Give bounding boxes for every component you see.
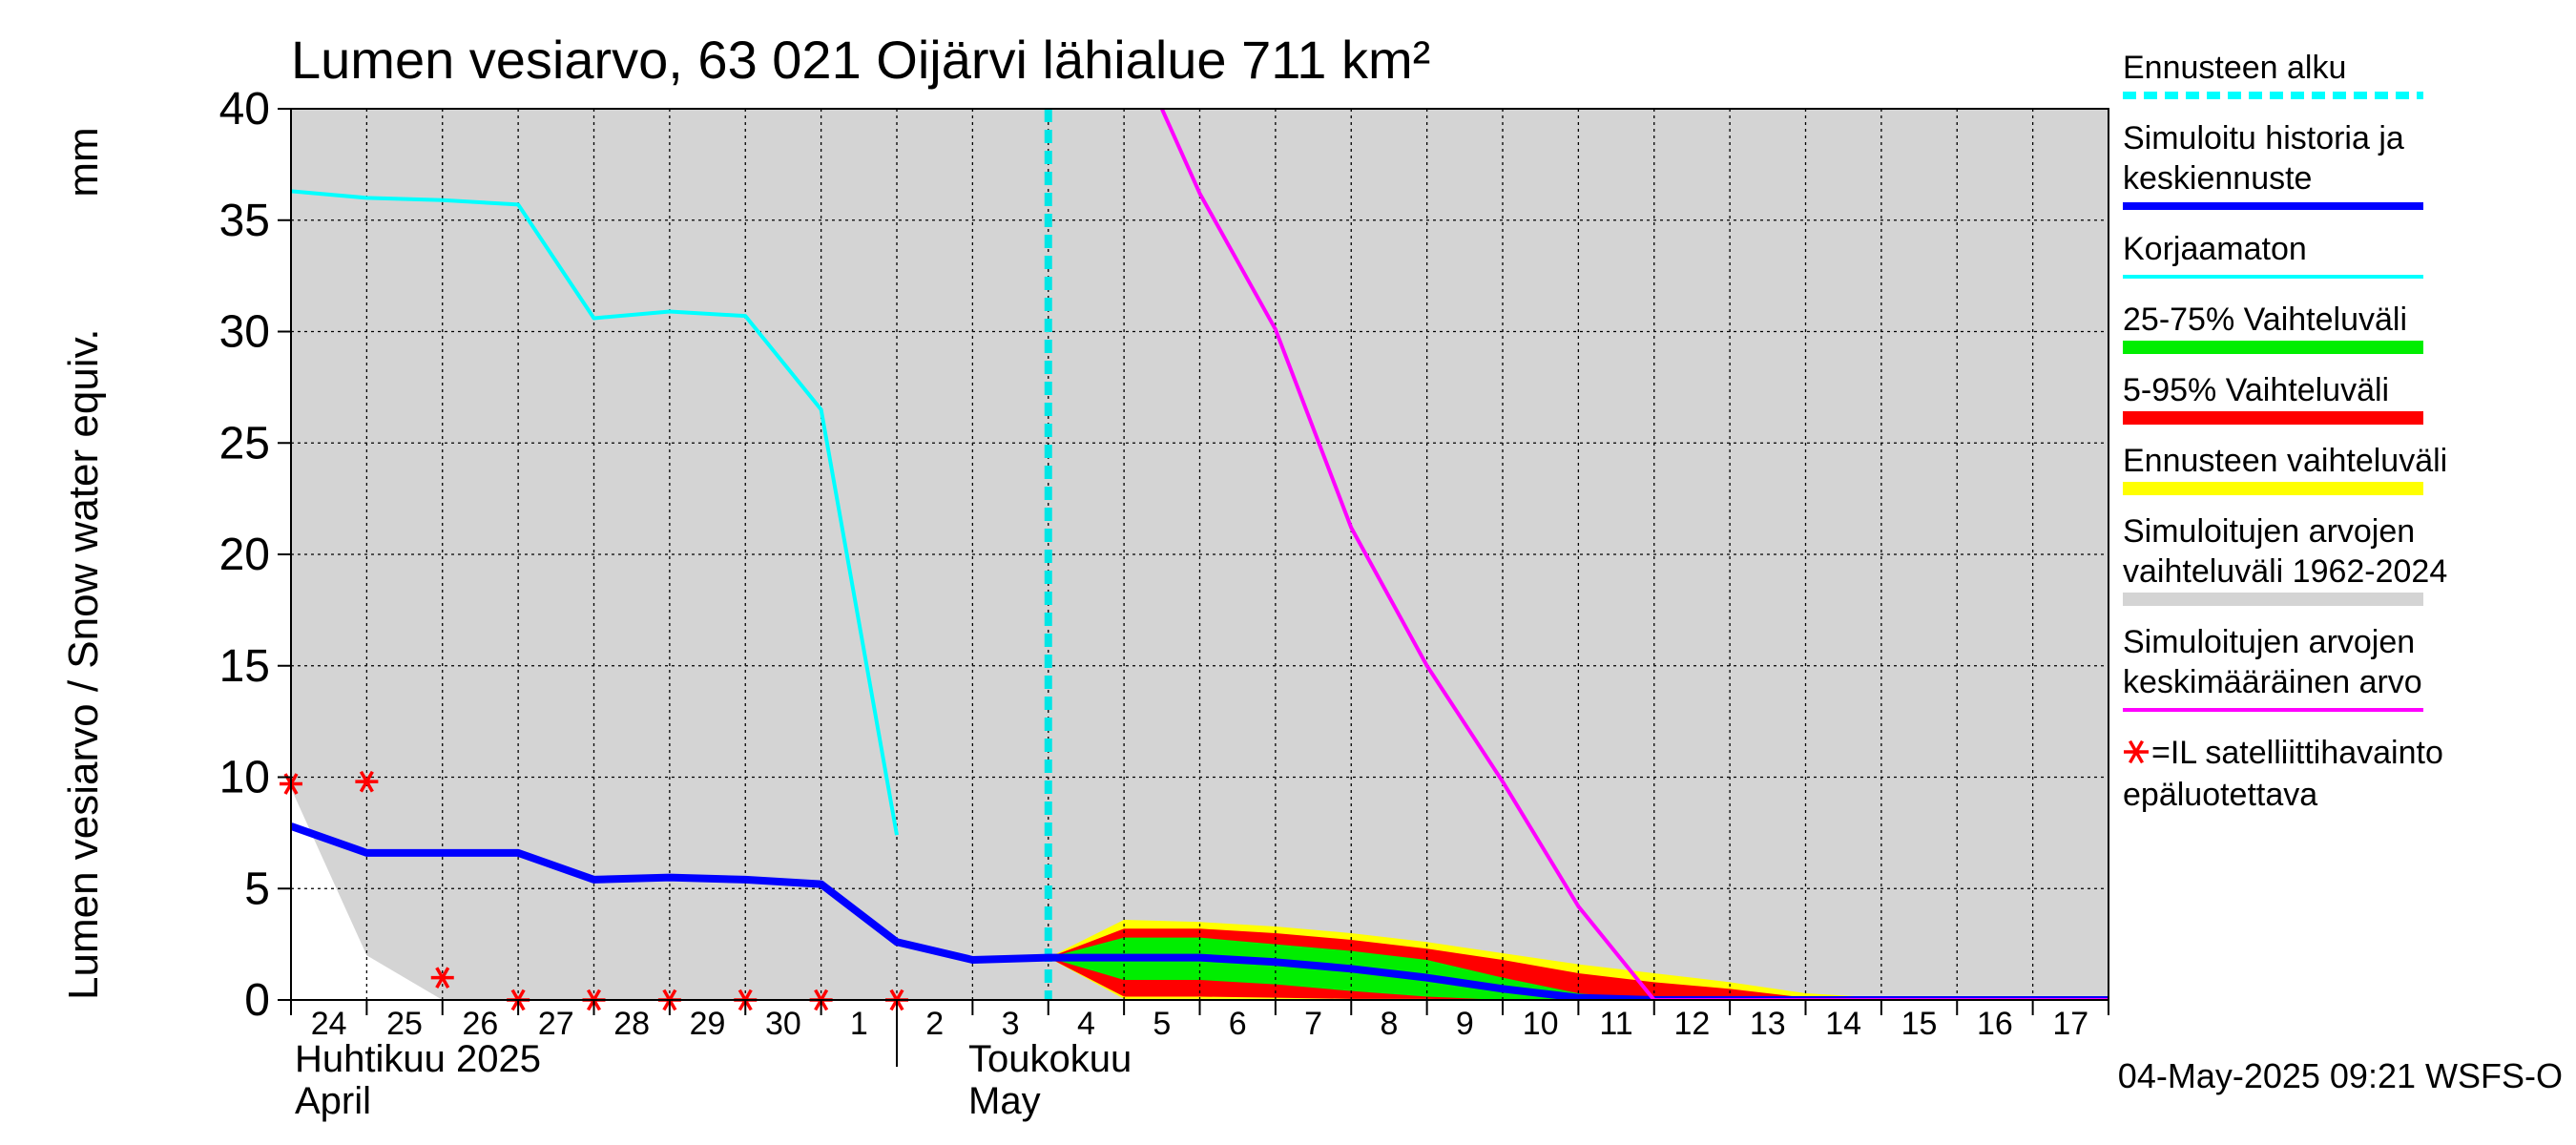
legend-item-uncorrected: Korjaamaton (2123, 231, 2423, 279)
y-tick-label: 10 (219, 753, 270, 803)
legend-marker-icon (2124, 739, 2149, 764)
x-tick-label: 26 (463, 1006, 499, 1042)
month-label: Toukokuu (968, 1038, 1132, 1080)
legend-label: Korjaamaton (2123, 231, 2307, 267)
month-label: Huhtikuu 2025 (295, 1038, 541, 1080)
x-tick-label: 14 (1825, 1006, 1861, 1042)
legend-label: Simuloitujen arvojen (2123, 624, 2415, 660)
x-tick-label: 28 (613, 1006, 650, 1042)
legend-item-satellite: =IL satelliittihavainto epäluotettava (2123, 735, 2443, 813)
x-tick-label: 30 (765, 1006, 801, 1042)
x-tick-label: 25 (386, 1006, 423, 1042)
legend-item-sim-mean: Simuloitujen arvojen keskimääräinen arvo (2123, 624, 2423, 712)
legend-label: 25-75% Vaihteluväli (2123, 302, 2407, 338)
legend-label: Ennusteen vaihteluväli (2123, 443, 2447, 479)
x-tick-label: 2 (925, 1006, 944, 1042)
x-axis: 24 25 26 27 28 29 30 1 2 3 4 5 6 7 8 9 10 11 12 13 14 15 16 17H… (290, 1000, 2109, 1122)
marker-stroke (359, 770, 374, 793)
y-tick-label: 0 (244, 975, 270, 1026)
x-tick-label: 9 (1456, 1006, 1474, 1042)
legend-item-forecast-start: Ennusteen alku (2123, 50, 2423, 99)
x-tick-label: 12 (1674, 1006, 1711, 1042)
y-tick-label: 40 (219, 84, 270, 135)
line-korjaamaton (291, 189, 899, 836)
x-tick-label: 11 (1599, 1006, 1632, 1042)
x-tick-label: 3 (1002, 1006, 1020, 1042)
y-tick-label: 15 (219, 641, 270, 692)
legend-label-line2: keskimääräinen arvo (2123, 664, 2422, 700)
legend-label: =IL satelliittihavainto (2151, 735, 2443, 771)
x-tick-label: 4 (1077, 1006, 1095, 1042)
x-tick-label: 6 (1229, 1006, 1247, 1042)
lines-group (291, 109, 2109, 1000)
x-tick-label: 29 (690, 1006, 726, 1042)
x-tick-label: 5 (1153, 1006, 1171, 1042)
legend-label-line2: vaihteluväli 1962-2024 (2123, 553, 2447, 590)
legend-item-range-25-75: 25-75% Vaihteluväli (2123, 302, 2423, 354)
y-tick-label: 20 (219, 530, 270, 580)
legend-label: Simuloitujen arvojen (2123, 513, 2415, 550)
legend-label: Simuloitu historia ja (2123, 120, 2404, 156)
satellite-marker (355, 770, 379, 793)
y-axis-unit: mm (60, 127, 107, 197)
y-tick-label: 5 (244, 864, 270, 914)
legend-item-range-5-95: 5-95% Vaihteluväli (2123, 372, 2423, 425)
legend-item-forecast-range: Ennusteen vaihteluväli (2123, 443, 2447, 495)
band-25-75-vaihteluv-li (1048, 937, 2109, 1000)
x-tick-label: 8 (1380, 1006, 1398, 1042)
x-tick-label: 27 (538, 1006, 574, 1042)
x-tick-label: 7 (1304, 1006, 1322, 1042)
y-axis: 0 5 10 15 20 25 30 35 40 (219, 84, 291, 1026)
line-simuloitujen-arvojen-keskim-r-inen-arvo (1159, 109, 2109, 1000)
footer-timestamp: 04-May-2025 09:21 WSFS-O (2118, 1056, 2563, 1095)
marker-stroke (435, 967, 450, 989)
legend-label-line2: epäluotettava (2123, 777, 2317, 813)
legend-label: Ennusteen alku (2123, 50, 2346, 86)
month-label-en: April (295, 1080, 371, 1122)
y-tick-label: 25 (219, 418, 270, 468)
x-tick-label: 10 (1523, 1006, 1559, 1042)
legend-item-sim-history: Simuloitu historia ja keskiennuste (2123, 120, 2423, 210)
x-tick-label: 24 (311, 1006, 347, 1042)
y-axis-label: Lumen vesiarvo / Snow water equiv. (60, 328, 107, 1000)
x-tick-label: 15 (1901, 1006, 1938, 1042)
legend-label-line2: keskiennuste (2123, 160, 2312, 197)
grid-group (291, 109, 2109, 1000)
chart-title: Lumen vesiarvo, 63 021 Oijärvi lähialue … (291, 30, 1430, 90)
x-tick-label: 17 (2052, 1006, 2088, 1042)
x-tick-label: 16 (1977, 1006, 2013, 1042)
satellite-marker (430, 967, 454, 989)
month-label-en: May (968, 1080, 1041, 1122)
line-simuloitu-historia-ja-keskiennuste (291, 822, 2109, 1000)
y-tick-label: 30 (219, 307, 270, 358)
marker-stroke (2128, 739, 2145, 764)
x-tick-label: 1 (850, 1006, 868, 1042)
legend: Ennusteen alku Simuloitu historia ja keski… (2123, 50, 2447, 813)
x-tick-label: 13 (1750, 1006, 1786, 1042)
legend-label: 5-95% Vaihteluväli (2123, 372, 2389, 408)
y-tick-label: 35 (219, 196, 270, 246)
